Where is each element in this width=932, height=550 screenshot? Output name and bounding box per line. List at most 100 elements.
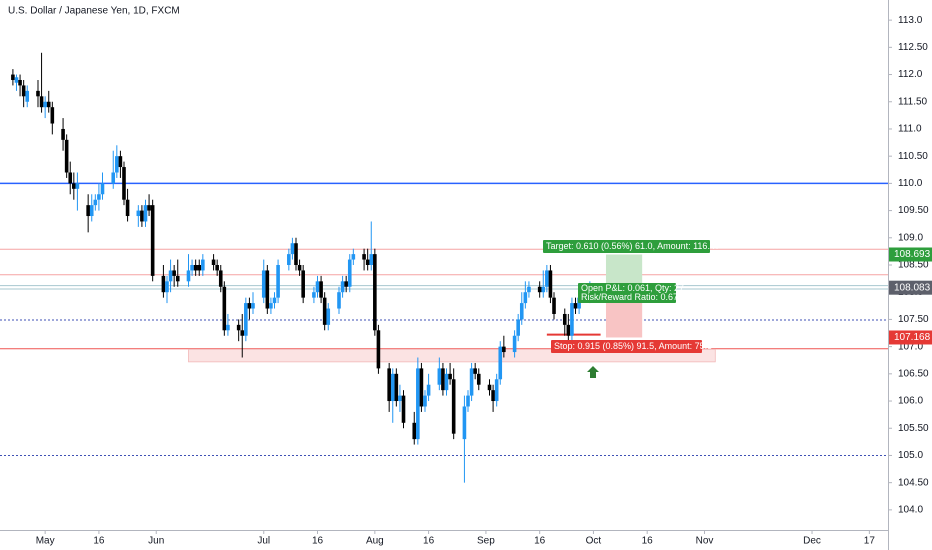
y-tick-label: 106.50 (898, 368, 929, 379)
candle-body (373, 254, 377, 331)
candle-body (61, 128, 65, 140)
price-label: 108.693 (894, 249, 931, 260)
candle-body (502, 346, 506, 353)
candle-body (97, 194, 101, 200)
candle-body (143, 205, 148, 222)
candle-body (297, 265, 302, 271)
candle-body (376, 330, 381, 369)
open-label-bg (578, 283, 676, 303)
candle-body (347, 259, 352, 287)
stop-label-bg (551, 340, 702, 353)
candle-body (161, 275, 166, 293)
y-tick-label: 112.50 (898, 42, 928, 53)
up-arrow (587, 366, 599, 378)
candle-body (218, 270, 223, 287)
candle-body (451, 379, 456, 434)
candle-body (419, 368, 424, 407)
candle-body (444, 373, 449, 391)
ratio-label: Risk/Reward Ratio: 0.67 (581, 292, 678, 302)
candle-body (100, 183, 105, 195)
candle-body (244, 303, 248, 336)
y-tick-label: 111.0 (898, 124, 922, 135)
candle-body (125, 199, 130, 217)
candle-body (312, 292, 316, 298)
candle-body (326, 308, 331, 325)
chart-title: U.S. Dollar / Japanese Yen, 1D, FXCM (8, 6, 180, 17)
candle-body (222, 286, 227, 331)
price-label-bg (889, 280, 932, 295)
candle-body (168, 270, 173, 282)
candle-body (150, 205, 155, 276)
candle-body (577, 297, 581, 309)
price-label-bg (889, 330, 932, 345)
candle-body (122, 167, 126, 200)
candle-body (466, 395, 470, 407)
y-tick-label: 104.50 (898, 477, 929, 488)
candle-body (351, 254, 356, 260)
candle-body (165, 281, 169, 293)
candle-body (64, 139, 69, 173)
candle-body (552, 297, 556, 314)
candle-body (498, 346, 503, 380)
candle-body (545, 270, 549, 287)
x-tick-label: 16 (534, 536, 546, 547)
candle-body (516, 319, 520, 336)
candle-body (197, 265, 202, 271)
candle-body (201, 259, 205, 271)
x-tick-label: 16 (423, 536, 435, 547)
candle-body (89, 205, 94, 217)
candle-body (512, 335, 517, 353)
candle-body (423, 395, 427, 407)
candle-body (340, 281, 345, 293)
candle-body (527, 286, 531, 293)
x-tick-label: Nov (696, 536, 714, 547)
candle-body (25, 90, 30, 102)
candle-body (247, 303, 252, 309)
candle-body (186, 270, 191, 282)
candle-body (541, 286, 546, 293)
stop-label: Stop: 0.915 (0.85%) 91.5, Amount: 75.3 (554, 341, 712, 351)
candle-body (75, 183, 80, 189)
candle-body (14, 77, 19, 83)
candle-body (394, 373, 399, 402)
price-label-bg (889, 247, 932, 262)
candle-body (476, 373, 481, 385)
candle-body (387, 368, 391, 402)
x-tick-label: 16 (312, 536, 324, 547)
candle-body (487, 384, 492, 391)
x-tick-label: May (36, 536, 55, 547)
candle-body (21, 85, 26, 97)
candle-body (226, 324, 230, 331)
time-axis-bg (0, 530, 888, 550)
candle-body (18, 79, 22, 86)
candle-body (236, 324, 241, 331)
y-tick-label: 110.50 (898, 151, 928, 162)
x-tick-label: 17 (864, 536, 876, 547)
candle-body (491, 390, 495, 402)
x-tick-label: Sep (477, 536, 495, 547)
candle-body (68, 172, 73, 184)
candle-body (315, 281, 320, 293)
x-tick-label: 16 (642, 536, 654, 547)
candle-body (46, 101, 51, 108)
price-label: 107.168 (894, 332, 931, 343)
candle-body (215, 265, 219, 271)
candle-body (211, 259, 216, 265)
candle-body (272, 297, 277, 304)
y-tick-label: 111.50 (898, 96, 928, 107)
candle-body (562, 313, 567, 325)
candle-body (369, 254, 374, 265)
y-tick-label: 105.0 (898, 450, 923, 461)
candle-body (337, 292, 341, 309)
candle-body (111, 172, 116, 184)
candle-body (115, 156, 119, 173)
candle-body (437, 368, 442, 385)
y-tick-label: 108.50 (898, 260, 929, 271)
candle-body (290, 243, 295, 255)
candle-body (523, 292, 528, 304)
candle-body (39, 96, 44, 108)
candle-body (240, 330, 245, 336)
candle-body (462, 406, 467, 440)
candle-body (140, 210, 144, 222)
